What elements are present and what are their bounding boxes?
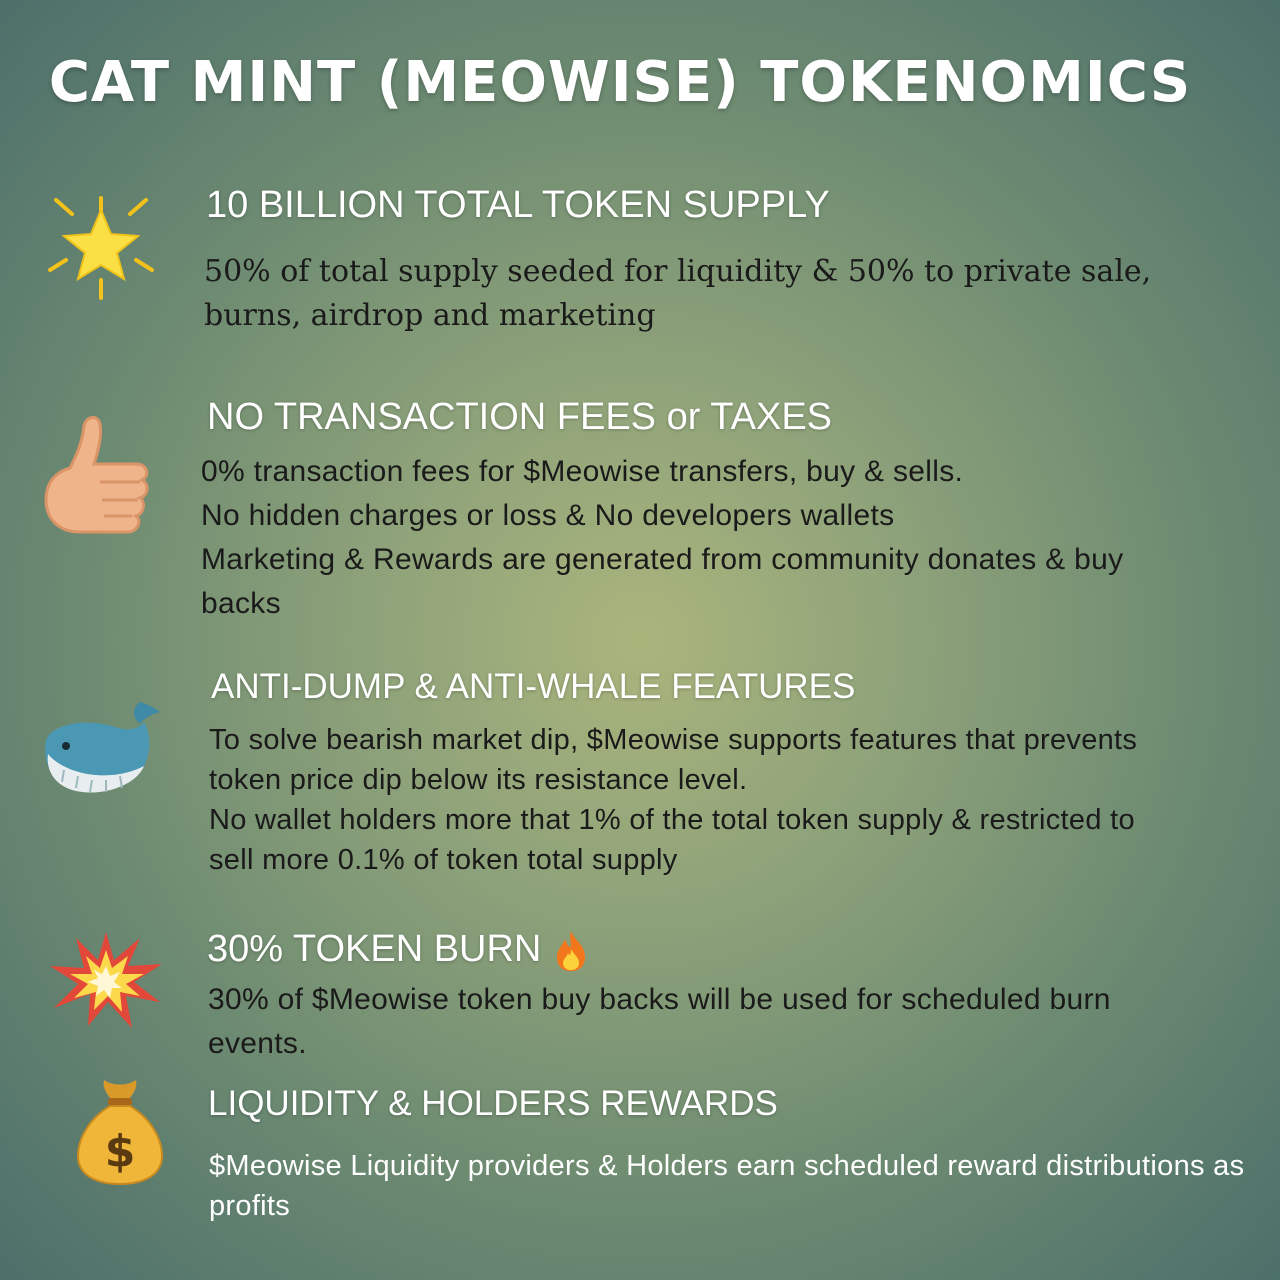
section-body: 30% of $Meowise token buy backs will be … — [208, 983, 1111, 1060]
section-heading: NO TRANSACTION FEES or TAXES — [207, 396, 833, 438]
section-heading: 10 BILLION TOTAL TOKEN SUPPLY — [206, 184, 830, 226]
svg-text:$: $ — [105, 1126, 136, 1177]
money-bag-icon: $ — [76, 1080, 164, 1186]
whale-icon — [45, 702, 160, 793]
section-heading: LIQUIDITY & HOLDERS REWARDS — [208, 1084, 778, 1123]
section-heading: ANTI-DUMP & ANTI-WHALE FEATURES — [211, 667, 856, 706]
heading-text: 30% TOKEN BURN — [207, 928, 542, 970]
section-body: $Meowise Liquidity providers & Holders e… — [209, 1150, 1245, 1222]
fire-icon — [557, 930, 586, 971]
section-body: To solve bearish market dip, $Meowise su… — [209, 724, 1138, 876]
section-body: 0% transaction fees for $Meowise transfe… — [201, 455, 1124, 620]
collision-icon — [50, 932, 162, 1028]
page-title: CAT MINT (MEOWISE) TOKENOMICS — [48, 50, 1192, 115]
thumbs-up-icon — [44, 416, 149, 534]
section-heading: 30% TOKEN BURN — [207, 928, 591, 973]
section-body: 50% of total supply seeded for liquidity… — [204, 254, 1152, 333]
star-icon — [48, 196, 154, 300]
